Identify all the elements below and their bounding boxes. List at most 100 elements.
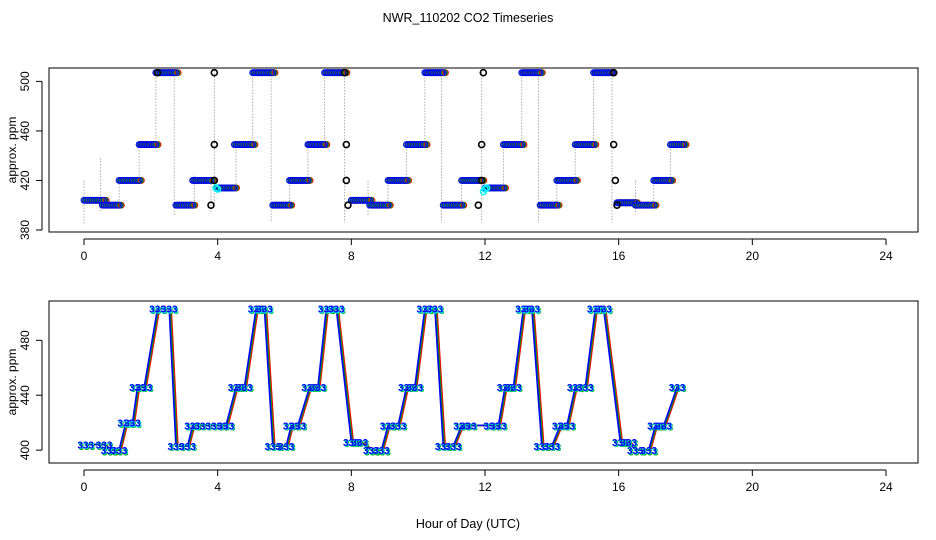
- point-marker: 333: [129, 383, 146, 394]
- data-point: [230, 184, 238, 192]
- point-marker: 333: [101, 446, 118, 457]
- point-marker: 333: [96, 441, 113, 452]
- data-point: [456, 201, 464, 209]
- point-marker: 333: [248, 305, 265, 316]
- point-marker: 333: [460, 421, 477, 432]
- point-marker: 333: [523, 305, 540, 316]
- data-point: [207, 177, 215, 184]
- point-marker: 333: [136, 384, 153, 395]
- point-marker: 333: [228, 384, 245, 395]
- point-marker: 333: [290, 422, 307, 433]
- point-marker: 333: [641, 447, 658, 458]
- point-marker: 333: [544, 443, 561, 454]
- point-marker: 333: [161, 305, 178, 316]
- point-marker: 333: [130, 384, 147, 395]
- point-marker: 333: [380, 421, 397, 432]
- point-marker: 333: [364, 447, 381, 458]
- data-point: [382, 201, 390, 209]
- top-y-tick-label: 460: [18, 121, 32, 141]
- point-marker: 333: [319, 305, 336, 316]
- point-marker: 333: [310, 383, 327, 394]
- point-marker: 333: [279, 443, 296, 454]
- point-marker: 333: [525, 306, 542, 317]
- point-marker: 333: [291, 423, 308, 434]
- point-marker: 333: [390, 421, 407, 432]
- point-marker: 333: [169, 443, 186, 454]
- point-marker: 333: [180, 443, 197, 454]
- point-marker: 333: [195, 423, 212, 434]
- data-point: [189, 201, 197, 209]
- point-marker: 333: [78, 441, 95, 452]
- cyan-point: [213, 185, 222, 193]
- bottom-plot-frame: [48, 300, 919, 464]
- point-marker: 333: [613, 439, 630, 450]
- cyan-point: [482, 184, 491, 192]
- point-marker: 333: [185, 422, 202, 433]
- point-marker: 333: [136, 383, 153, 394]
- point-marker: 333: [497, 384, 514, 395]
- point-marker: 333: [483, 421, 500, 432]
- point-marker: 333: [596, 305, 613, 316]
- bottom-axes: 0 4 8 12 16 20 24 400 440 480: [18, 330, 893, 494]
- top-panel: 0 4 8 12 16 20 24 380 420 460 500 approx. ppm: [5, 67, 919, 263]
- top-y-tick-label: 500: [18, 71, 32, 91]
- point-marker: 333: [620, 438, 637, 449]
- point-marker: 333: [578, 384, 595, 395]
- flagged-point: [344, 201, 352, 210]
- point-marker: 333: [461, 422, 478, 433]
- point-marker: 333: [257, 305, 274, 316]
- point-marker: 333: [484, 422, 501, 433]
- flagged-point: [207, 201, 215, 210]
- point-marker: 333: [445, 442, 462, 453]
- point-marker: 333: [364, 447, 381, 458]
- point-marker: 333: [278, 443, 295, 454]
- cyan-point: [212, 184, 220, 192]
- point-marker: 333: [656, 422, 673, 433]
- point-marker: 333: [302, 384, 319, 395]
- point-marker: 333: [97, 442, 114, 453]
- bottom-x-tick-label: 12: [478, 480, 492, 494]
- point-marker: 333: [79, 442, 96, 453]
- top-axes: 0 4 8 12 16 20 24 380 420 460 500: [18, 71, 893, 263]
- point-marker: 333: [534, 443, 551, 454]
- point-marker: 333: [237, 384, 254, 395]
- point-marker: 333: [101, 447, 118, 458]
- point-marker: 333: [257, 306, 274, 317]
- data-point: [321, 141, 329, 148]
- point-marker: 333: [498, 384, 515, 395]
- point-marker: 333: [150, 306, 167, 317]
- point-marker: 333: [535, 443, 552, 454]
- bottom-y-tick-label: 400: [18, 440, 32, 460]
- point-marker: 333: [168, 442, 185, 453]
- data-point: [269, 69, 277, 77]
- point-marker: 333: [533, 442, 550, 453]
- data-point: [650, 201, 658, 209]
- flagged-point: [613, 201, 621, 210]
- data-point: [439, 69, 447, 77]
- flagged-point: [340, 68, 349, 77]
- bottom-y-axis-label: approx. ppm: [5, 349, 19, 416]
- point-marker: 333: [628, 447, 645, 458]
- data-point: [553, 201, 561, 209]
- point-marker: 333: [310, 384, 327, 395]
- point-marker: 333: [195, 422, 212, 433]
- point-marker: 333: [77, 441, 94, 452]
- point-marker: 333: [228, 383, 245, 394]
- point-marker: 333: [428, 306, 445, 317]
- point-marker: 333: [180, 443, 197, 454]
- point-marker: 333: [256, 305, 273, 316]
- point-marker: 333: [236, 383, 253, 394]
- bottom-x-tick-label: 4: [214, 480, 221, 494]
- point-marker: 333: [621, 439, 638, 450]
- top-data-points: [80, 69, 690, 209]
- point-marker: 333: [399, 384, 416, 395]
- point-marker: 333: [417, 305, 434, 316]
- point-marker: 333: [302, 384, 319, 395]
- point-marker: 333: [363, 446, 380, 457]
- point-marker: 333: [612, 438, 629, 449]
- flagged-point: [477, 176, 486, 185]
- point-marker: 333: [595, 305, 612, 316]
- bottom-x-tick-label: 0: [81, 480, 88, 494]
- bottom-y-tick-label: 440: [18, 385, 32, 405]
